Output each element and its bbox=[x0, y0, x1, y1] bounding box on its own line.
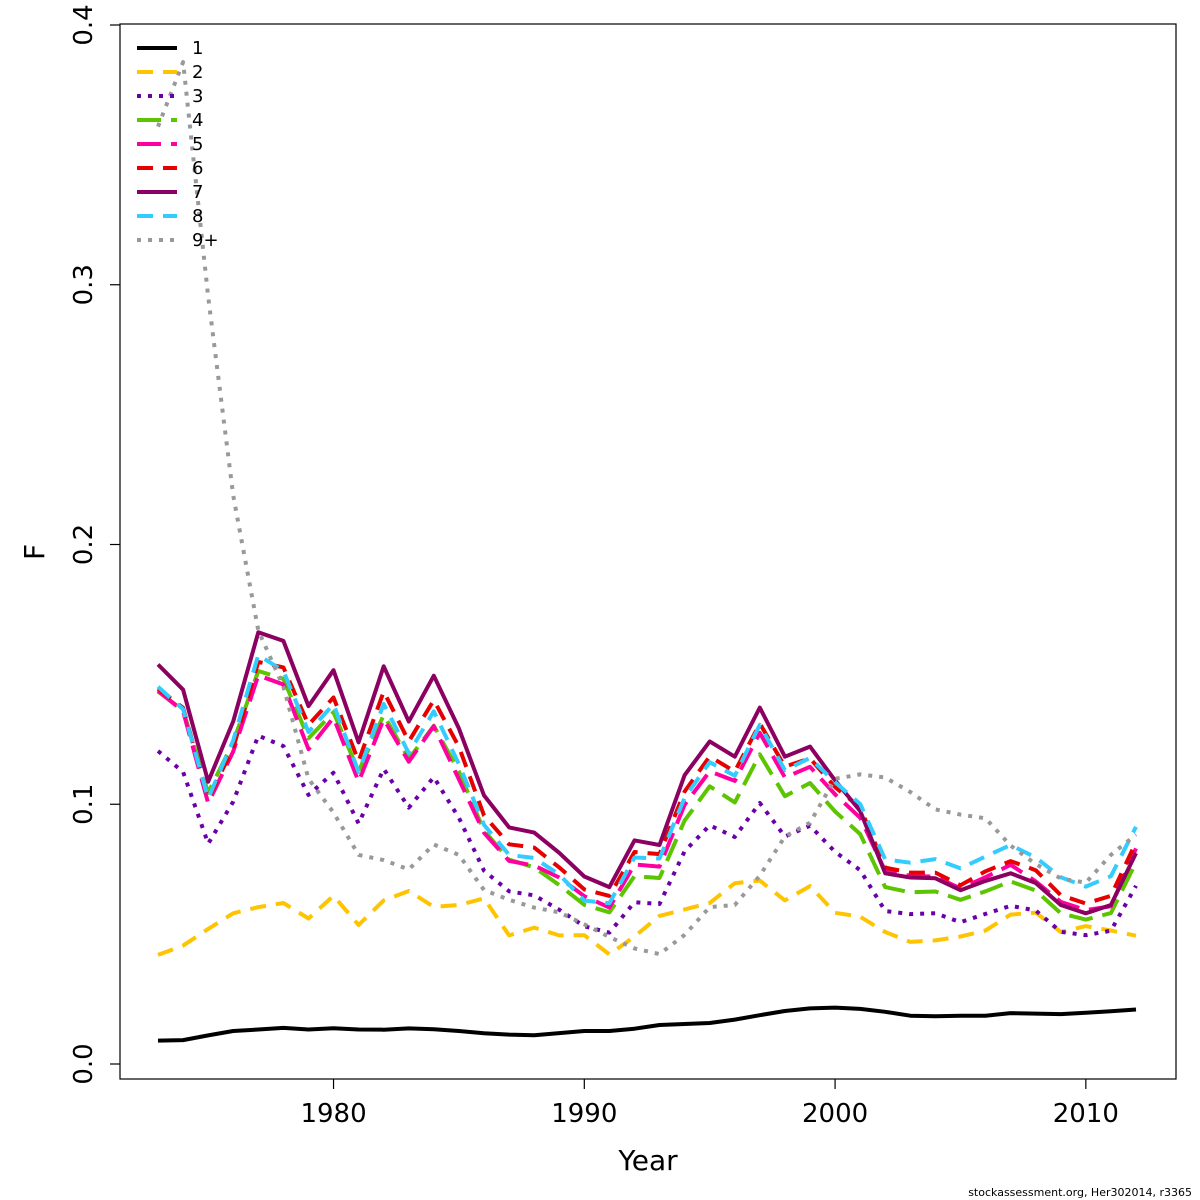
legend: 1 2 3 4 5 6 7 8 9+ bbox=[137, 38, 219, 251]
y-axis: 0.0 0.1 0.2 0.3 0.4 bbox=[69, 4, 120, 1085]
legend-label: 2 bbox=[192, 62, 203, 83]
series-layer bbox=[156, 60, 1138, 1043]
legend-label: 1 bbox=[192, 38, 203, 59]
x-axis-title: Year bbox=[617, 1144, 678, 1177]
footer-credit: stockassessment.org, Her302014, r3365 bbox=[968, 1186, 1192, 1199]
plot-frame bbox=[119, 23, 1177, 1080]
series-line-7 bbox=[156, 630, 1138, 916]
y-tick-label: 0.4 bbox=[69, 4, 99, 45]
legend-label: 7 bbox=[192, 182, 203, 203]
series-line-4 bbox=[156, 669, 1138, 922]
legend-label: 6 bbox=[192, 158, 203, 179]
x-axis: 1980 1990 2000 2010 bbox=[300, 1079, 1119, 1129]
series-line-2 bbox=[157, 878, 1137, 957]
y-axis-title: F bbox=[18, 544, 51, 560]
x-tick-label: 2010 bbox=[1053, 1099, 1119, 1129]
y-tick-label: 0.0 bbox=[69, 1043, 99, 1084]
series-line-8 bbox=[156, 652, 1138, 906]
x-tick-label: 1980 bbox=[300, 1099, 366, 1129]
y-tick-label: 0.3 bbox=[69, 264, 99, 305]
legend-label: 5 bbox=[192, 134, 203, 155]
legend-label: 8 bbox=[192, 206, 203, 227]
legend-label: 3 bbox=[192, 86, 203, 107]
y-tick-label: 0.1 bbox=[69, 784, 99, 825]
series-line-5 bbox=[156, 673, 1138, 912]
legend-label: 9+ bbox=[192, 230, 219, 251]
series-line-6 bbox=[156, 659, 1138, 906]
series-line-3 bbox=[156, 733, 1138, 938]
x-tick-label: 2000 bbox=[802, 1099, 868, 1129]
series-line-9plus bbox=[156, 60, 1138, 957]
legend-label: 4 bbox=[192, 110, 203, 131]
y-tick-label: 0.2 bbox=[69, 524, 99, 565]
series-line-1 bbox=[157, 1005, 1137, 1043]
x-tick-label: 1990 bbox=[551, 1099, 617, 1129]
